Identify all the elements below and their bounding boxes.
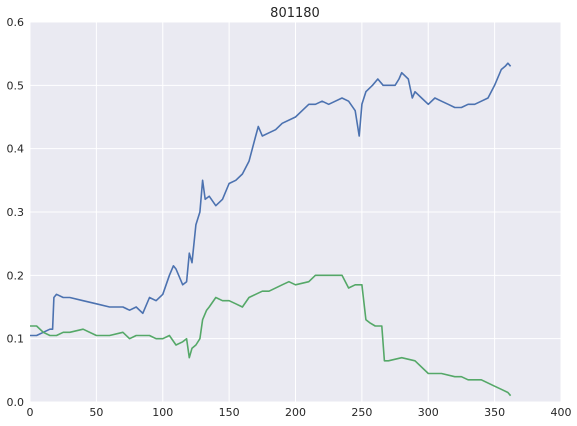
chart-title: 801180 — [270, 6, 320, 21]
x-tick-label: 50 — [89, 406, 103, 419]
x-tick-label: 0 — [27, 406, 34, 419]
y-tick-label: 0.4 — [7, 143, 25, 156]
x-tick-label: 200 — [285, 406, 306, 419]
x-tick-label: 400 — [551, 406, 572, 419]
y-tick-label: 0.5 — [7, 79, 25, 92]
series-line-1 — [30, 62, 512, 337]
y-tick-label: 0.1 — [7, 333, 25, 346]
y-tick-label: 0.3 — [7, 206, 25, 219]
series-layer — [30, 62, 512, 397]
x-tick-label: 100 — [152, 406, 173, 419]
x-tick-label: 350 — [484, 406, 505, 419]
y-tick-label: 0.2 — [7, 269, 25, 282]
x-tick-label: 150 — [219, 406, 240, 419]
y-axis: 0.0 0.1 0.2 0.3 0.4 0.5 0.6 — [7, 16, 25, 409]
series-line-2 — [30, 274, 512, 397]
x-tick-label: 250 — [351, 406, 372, 419]
x-axis: 0 50 100 150 200 250 300 350 400 — [27, 406, 572, 419]
y-tick-label: 0.0 — [7, 396, 25, 409]
y-tick-label: 0.6 — [7, 16, 25, 29]
x-tick-label: 300 — [418, 406, 439, 419]
